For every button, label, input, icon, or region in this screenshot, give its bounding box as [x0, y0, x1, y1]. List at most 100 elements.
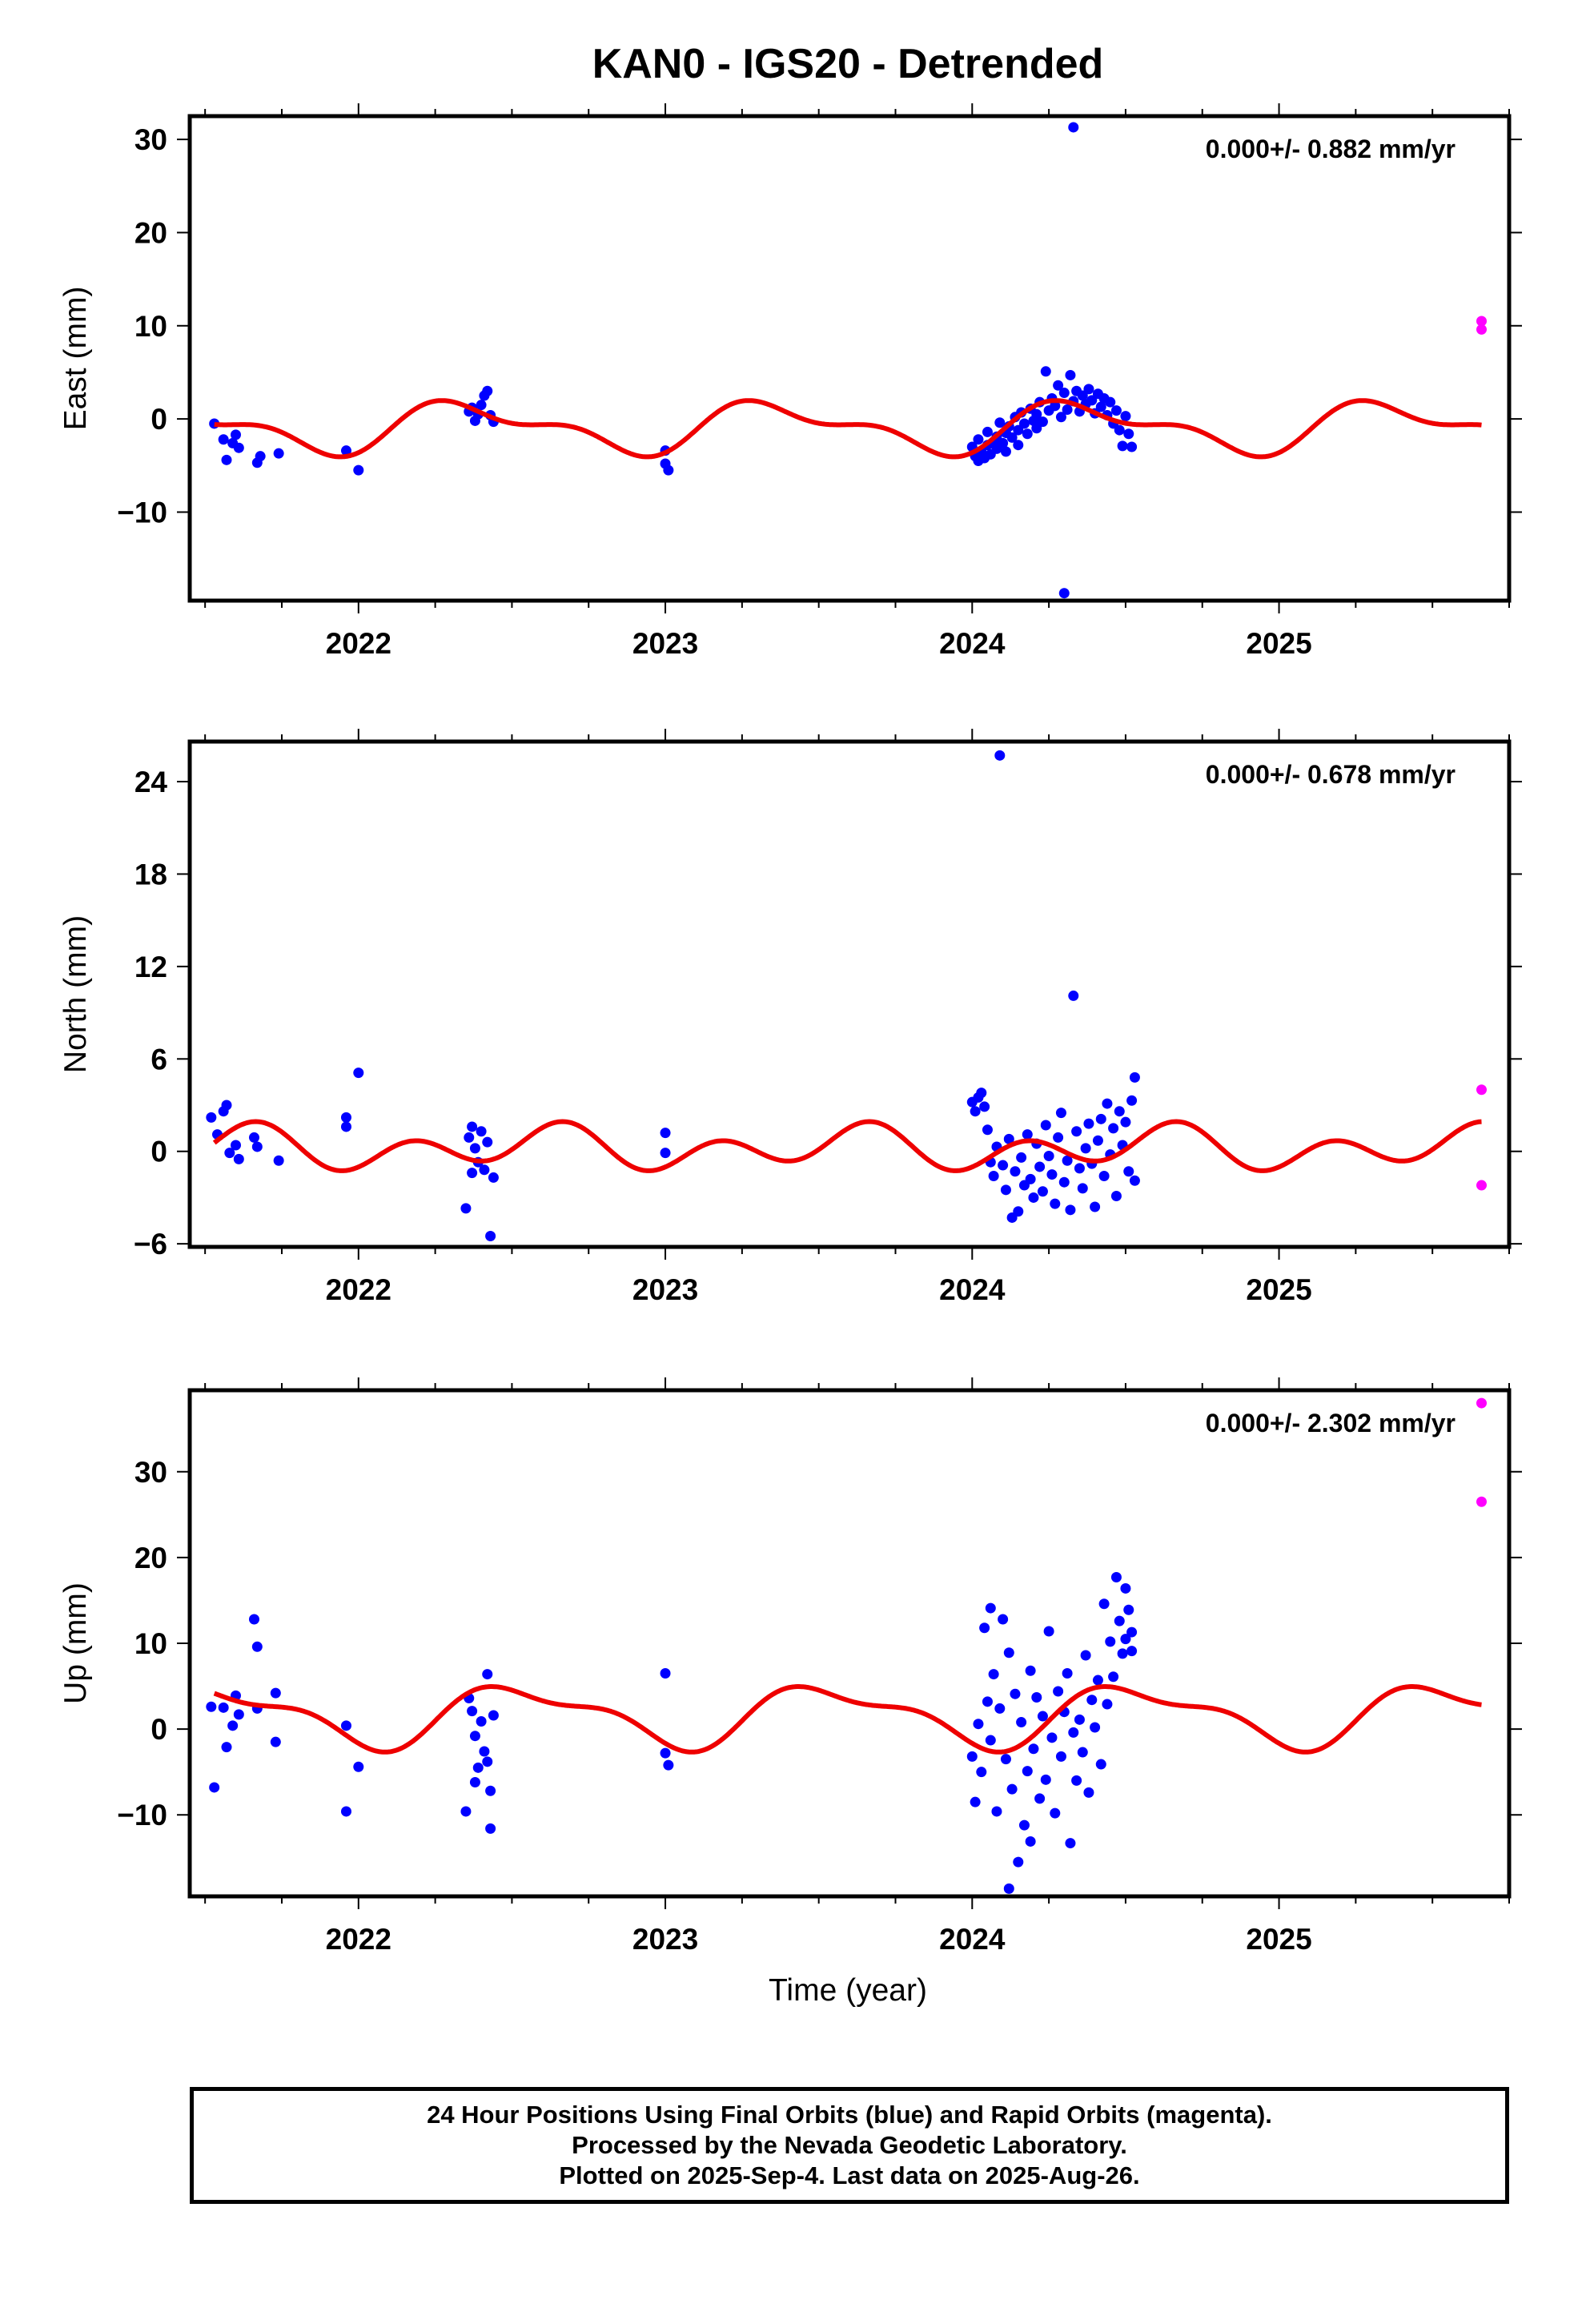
final-orbit-point [1090, 1722, 1101, 1733]
final-orbit-point [1025, 1835, 1036, 1847]
x-tick-label: 2023 [632, 1273, 698, 1306]
x-tick-label: 2023 [632, 627, 698, 660]
seasonal-model-line [213, 398, 1483, 460]
x-tick-label: 2024 [939, 1923, 1006, 1956]
final-orbit-point [1010, 1166, 1021, 1177]
final-orbit-point [460, 1203, 472, 1214]
final-orbit-point [1013, 1856, 1024, 1868]
final-orbit-point [985, 1602, 996, 1614]
final-orbit-point [1058, 1176, 1070, 1188]
velocity-annotation: 0.000+/- 2.302 mm/yr [1206, 1409, 1456, 1437]
final-orbit-point [1120, 411, 1131, 422]
final-orbit-point [485, 1823, 496, 1834]
final-orbit-point [1050, 1807, 1061, 1819]
final-orbit-point [979, 1622, 990, 1634]
final-orbit-point [1071, 1126, 1082, 1137]
final-orbit-point [233, 1709, 244, 1720]
final-orbit-point [273, 1155, 284, 1166]
footer-note: 24 Hour Positions Using Final Orbits (bl… [190, 2087, 1509, 2204]
final-orbit-point [1055, 412, 1066, 423]
final-orbit-point [982, 426, 993, 437]
chart-panel: 2022 2023 2024 2025 −10 0 10 20 30 East (mm) 0.000… [58, 103, 1522, 660]
final-orbit-point [340, 1112, 351, 1123]
final-orbit-point [221, 454, 232, 465]
final-orbit-point [1065, 1204, 1076, 1216]
final-orbit-point [1095, 1759, 1106, 1770]
final-orbit-point [1013, 424, 1024, 436]
final-orbit-point [994, 1703, 1006, 1714]
final-orbit-point [1025, 1173, 1036, 1184]
final-orbit-point [970, 1796, 981, 1807]
final-orbit-point [1077, 1747, 1088, 1758]
final-orbit-point [1080, 1143, 1091, 1154]
rapid-orbit-point [1476, 324, 1488, 335]
final-orbit-point [221, 1100, 232, 1111]
final-orbit-point [230, 429, 241, 440]
final-orbit-point [1126, 1626, 1138, 1638]
final-orbit-point [1092, 1135, 1103, 1146]
final-orbit-point [1120, 1116, 1131, 1128]
final-orbit-point [482, 1756, 493, 1767]
final-orbit-point [1053, 1686, 1064, 1697]
rapid-orbit-point [1476, 1180, 1488, 1191]
final-orbit-point [248, 1614, 259, 1625]
final-orbit-point [1102, 1098, 1113, 1109]
final-orbit-point [660, 1667, 671, 1679]
final-orbit-point [233, 442, 244, 453]
final-orbit-point [1068, 1727, 1079, 1738]
final-orbit-point [482, 1669, 493, 1680]
final-orbit-point [340, 1720, 351, 1731]
final-orbit-point [1123, 1166, 1134, 1177]
final-orbit-point [1090, 1201, 1101, 1212]
final-orbit-point [1040, 1774, 1051, 1785]
final-orbit-point [476, 1126, 487, 1137]
final-orbit-point [1071, 1775, 1082, 1786]
final-orbit-point [482, 385, 493, 396]
final-orbit-point [469, 1777, 480, 1788]
x-tick-label: 2024 [939, 627, 1006, 660]
y-tick-label: 0 [151, 1136, 167, 1168]
final-orbit-point [1065, 1838, 1076, 1849]
final-orbit-point [209, 1782, 220, 1793]
final-orbit-point [1129, 1072, 1140, 1083]
final-orbit-point [206, 1112, 217, 1123]
final-orbit-point [1098, 1598, 1110, 1610]
final-orbit-point [1037, 1186, 1048, 1197]
final-orbit-point [233, 1153, 244, 1164]
final-orbit-point [227, 1720, 239, 1731]
final-orbit-point [988, 1171, 999, 1182]
final-orbit-point [994, 417, 1006, 428]
final-orbit-point [476, 400, 487, 411]
final-orbit-point [1034, 1793, 1046, 1804]
final-orbit-point [206, 1701, 217, 1712]
y-tick-label: 30 [135, 123, 167, 156]
y-tick-label: −10 [117, 1799, 167, 1831]
final-orbit-point [663, 464, 674, 476]
final-orbit-point [340, 1806, 351, 1817]
final-orbit-point [1016, 1717, 1027, 1728]
y-tick-label: 12 [135, 951, 167, 983]
final-orbit-point [353, 464, 364, 476]
final-orbit-point [663, 1759, 674, 1771]
x-tick-label: 2024 [939, 1273, 1006, 1306]
velocity-annotation: 0.000+/- 0.678 mm/yr [1206, 760, 1456, 789]
final-orbit-point [1074, 1714, 1085, 1725]
final-orbit-point [1055, 1751, 1066, 1762]
final-orbit-point [1110, 1191, 1122, 1202]
final-orbit-point [1040, 1120, 1051, 1131]
y-tick-label: 10 [135, 1627, 167, 1660]
final-orbit-point [273, 448, 284, 459]
final-orbit-point [1083, 384, 1094, 395]
final-orbit-point [340, 445, 351, 456]
final-orbit-point [1068, 990, 1079, 1001]
y-tick-label: 30 [135, 1456, 167, 1489]
final-orbit-point [1105, 396, 1116, 408]
final-orbit-point [485, 1785, 496, 1796]
final-orbit-point [1055, 1108, 1066, 1119]
final-orbit-point [1010, 1688, 1021, 1699]
final-orbit-point [1013, 440, 1024, 451]
final-orbit-point [982, 1696, 993, 1707]
final-orbit-point [464, 1132, 475, 1143]
final-orbit-point [973, 434, 984, 445]
